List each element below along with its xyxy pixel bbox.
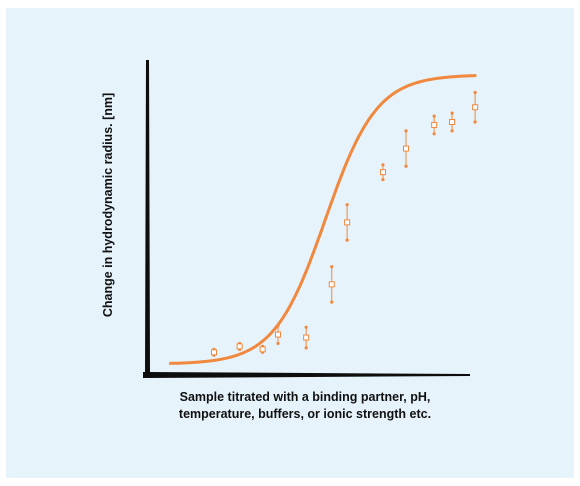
error-bar-cap: [473, 120, 477, 124]
error-bar-cap: [450, 129, 454, 133]
point-marker: [328, 281, 335, 288]
error-bar-cap: [304, 346, 308, 350]
error-bar-cap: [276, 341, 280, 346]
error-bar-cap: [450, 111, 454, 115]
data-point: [472, 90, 479, 124]
error-bar-cap: [304, 325, 308, 329]
y-axis: [145, 60, 150, 376]
error-bar-cap: [432, 132, 436, 136]
error-bar-cap: [404, 129, 408, 133]
point-marker: [472, 104, 479, 111]
chart-panel: [6, 8, 574, 478]
point-marker: [259, 346, 266, 353]
data-point: [328, 265, 335, 304]
point-marker: [275, 331, 281, 338]
data-point: [275, 324, 281, 346]
x-axis-label-line-2: temperature, buffers, or ionic strength …: [178, 407, 432, 421]
error-bar-cap: [345, 238, 349, 242]
fit-curve: [169, 74, 477, 365]
x-axis: [143, 372, 470, 378]
error-bar-cap: [473, 90, 477, 95]
point-marker: [236, 343, 243, 350]
data-point: [449, 111, 456, 133]
data-point: [303, 325, 310, 350]
data-point: [344, 203, 351, 242]
point-marker: [379, 169, 386, 176]
point-marker: [344, 219, 351, 226]
x-axis-label-line-1: Sample titrated with a binding partner, …: [179, 390, 431, 404]
fit-curve-line: [169, 74, 477, 365]
error-bar-cap: [381, 177, 385, 182]
data-point: [211, 347, 217, 357]
data-point: [236, 341, 243, 351]
data-point: [431, 114, 438, 136]
data-point: [379, 163, 386, 182]
point-marker: [303, 334, 310, 341]
data-point: [403, 129, 409, 168]
data-point: [259, 344, 266, 354]
data-points: [211, 90, 479, 357]
point-marker: [431, 121, 438, 128]
error-bar-cap: [345, 203, 349, 207]
point-marker: [211, 349, 217, 356]
point-marker: [449, 119, 456, 125]
y-axis-label: Change in hydrodynamic radius. [nm]: [101, 93, 115, 317]
error-bar-cap: [381, 163, 385, 167]
error-bar-cap: [276, 324, 280, 328]
point-marker: [403, 145, 409, 152]
error-bar-cap: [432, 114, 436, 118]
x-axis-label: Sample titrated with a binding partner, …: [140, 389, 470, 423]
error-bar-cap: [404, 164, 408, 168]
error-bar-cap: [330, 265, 334, 269]
error-bar-cap: [330, 300, 334, 304]
